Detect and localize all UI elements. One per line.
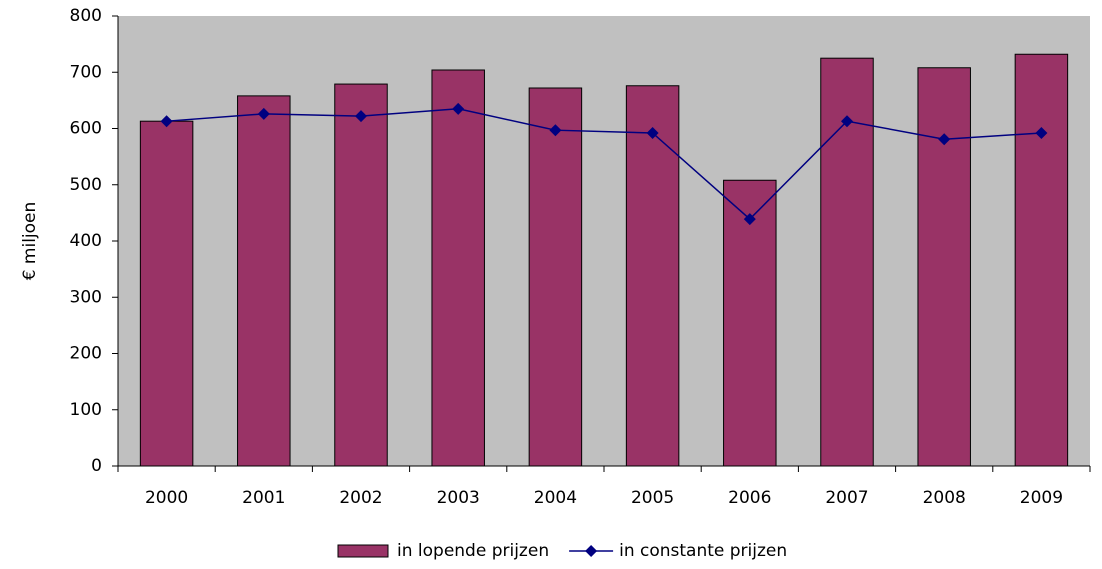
y-tick-label: 300 <box>70 287 102 307</box>
bar <box>625 85 680 467</box>
bar <box>334 83 388 467</box>
x-tick-label: 2004 <box>534 488 577 508</box>
marker <box>549 124 562 137</box>
marker <box>1035 127 1048 139</box>
bar <box>1014 53 1069 467</box>
y-tick-label: 400 <box>70 231 102 251</box>
x-tick-label: 2003 <box>437 488 480 508</box>
y-tick-label: 800 <box>70 6 102 26</box>
bar <box>431 69 485 467</box>
y-tick-label: 200 <box>70 344 102 364</box>
bar <box>917 67 971 467</box>
x-tick-label: 2009 <box>1020 488 1063 508</box>
x-tick-label: 2008 <box>923 488 966 508</box>
y-tick-label: 700 <box>70 62 102 82</box>
x-tick-label: 2000 <box>145 488 188 508</box>
marker <box>646 127 659 139</box>
line <box>166 108 1042 221</box>
marker <box>938 133 951 146</box>
x-tick-label: 2005 <box>631 488 674 508</box>
y-axis-label: € miljoen <box>20 202 40 281</box>
bar <box>237 95 291 467</box>
bar <box>723 179 777 467</box>
marker <box>743 213 756 226</box>
y-tick-label: 600 <box>70 119 102 139</box>
x-tick-label: 2007 <box>825 488 868 508</box>
x-tick-label: 2006 <box>728 488 771 508</box>
legend-swatch <box>337 544 389 558</box>
y-tick-label: 100 <box>70 400 102 420</box>
legend-marker <box>585 545 598 557</box>
marker <box>452 102 465 115</box>
marker <box>841 115 853 128</box>
legend-label: in lopende prijzen <box>397 541 549 561</box>
y-tick-label: 0 <box>91 456 102 476</box>
bar <box>528 87 583 467</box>
bar <box>139 120 194 467</box>
marker <box>160 115 173 128</box>
y-tick-label: 500 <box>70 175 102 195</box>
legend-label: in constante prijzen <box>619 541 787 561</box>
x-tick-label: 2002 <box>339 488 382 508</box>
marker <box>257 107 270 120</box>
x-tick-label: 2001 <box>242 488 285 508</box>
marker <box>355 110 367 123</box>
